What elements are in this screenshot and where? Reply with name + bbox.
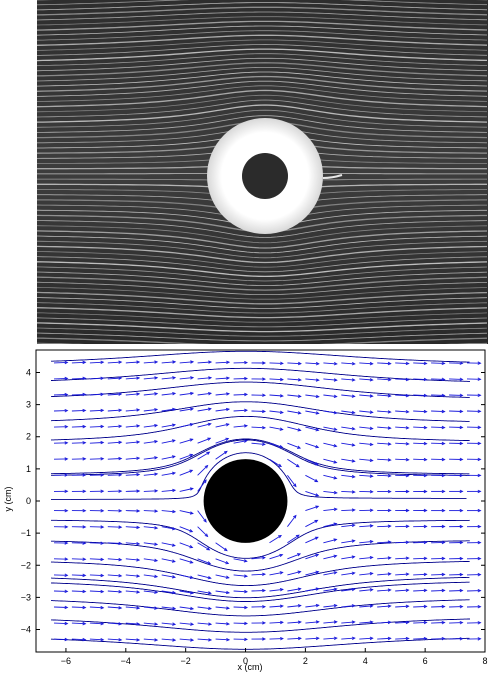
velocity-vector	[72, 427, 86, 428]
velocity-vector	[72, 639, 86, 640]
flow-photo-image	[37, 0, 488, 344]
velocity-vector	[108, 527, 122, 528]
velocity-vector	[72, 362, 86, 363]
velocity-vector	[54, 378, 67, 379]
velocity-vector	[413, 558, 426, 559]
y-tick-label: −3	[21, 592, 31, 602]
velocity-vector	[449, 591, 462, 592]
x-tick-label: 6	[423, 656, 428, 666]
y-tick-label: −2	[21, 560, 31, 570]
velocity-vector	[72, 443, 86, 444]
velocity-vector	[377, 475, 391, 476]
y-tick-label: 4	[26, 367, 31, 377]
velocity-vector	[144, 511, 157, 512]
velocity-vector	[395, 459, 409, 460]
velocity-vector	[54, 362, 67, 363]
velocity-vector	[72, 378, 86, 379]
velocity-vector	[72, 559, 86, 560]
y-tick-label: 0	[26, 496, 31, 506]
flow-photo	[37, 0, 488, 344]
velocity-vector	[90, 459, 103, 460]
y-tick-label: 3	[26, 400, 31, 410]
velocity-vector	[270, 639, 283, 640]
x-tick-label: 8	[482, 656, 487, 666]
velocity-vector	[413, 427, 426, 428]
y-axis-label: y (cm)	[3, 487, 13, 512]
velocity-vector	[234, 607, 247, 608]
velocity-vector	[431, 411, 445, 412]
dark-core	[242, 153, 288, 199]
velocity-vector	[54, 623, 67, 624]
velocity-vector	[413, 459, 426, 460]
velocity-vector	[252, 411, 266, 412]
velocity-vector	[54, 395, 67, 396]
velocity-vector	[72, 623, 86, 624]
y-tick-label: 1	[26, 464, 31, 474]
velocity-vector	[413, 363, 426, 364]
x-tick-label: 4	[363, 656, 368, 666]
velocity-vector	[431, 574, 445, 575]
velocity-vector	[54, 639, 67, 640]
velocity-vector	[413, 639, 426, 640]
velocity-vector	[431, 590, 445, 591]
velocity-vector	[413, 443, 426, 444]
velocity-vector	[431, 395, 445, 396]
x-axis-label: x (cm)	[238, 662, 263, 672]
velocity-vector	[72, 575, 86, 576]
velocity-vector	[413, 606, 426, 607]
velocity-vector	[413, 542, 426, 543]
velocity-vector	[72, 410, 86, 411]
velocity-vector	[413, 395, 426, 396]
velocity-vector	[449, 379, 462, 380]
y-tick-label: 2	[26, 432, 31, 442]
velocity-vector	[72, 394, 86, 395]
x-tick-label: −4	[121, 656, 131, 666]
velocity-vector	[431, 363, 445, 364]
velocity-vector	[449, 623, 462, 624]
velocity-vector	[449, 411, 462, 412]
velocity-vector	[72, 607, 86, 608]
obstacle-disk	[204, 459, 288, 543]
velocity-vector	[90, 543, 103, 544]
velocity-vector	[431, 379, 445, 380]
velocity-vector	[431, 639, 445, 640]
velocity-vector	[377, 526, 391, 527]
x-tick-label: −6	[61, 656, 71, 666]
velocity-vector	[270, 363, 283, 364]
y-tick-label: −4	[21, 625, 31, 635]
x-tick-label: −2	[181, 656, 191, 666]
velocity-vector	[431, 623, 445, 624]
velocity-vector	[144, 491, 157, 492]
velocity-vector	[72, 591, 86, 592]
velocity-vector	[108, 475, 122, 476]
velocity-vector	[234, 394, 247, 395]
velocity-vector	[413, 574, 426, 575]
x-tick-label: 2	[303, 656, 308, 666]
velocity-vector	[431, 607, 445, 608]
velocity-vector	[54, 607, 67, 608]
velocity-vector	[252, 591, 266, 592]
y-tick-label: −1	[21, 528, 31, 538]
velocity-vector	[431, 427, 445, 428]
velocity-vector	[395, 542, 409, 543]
